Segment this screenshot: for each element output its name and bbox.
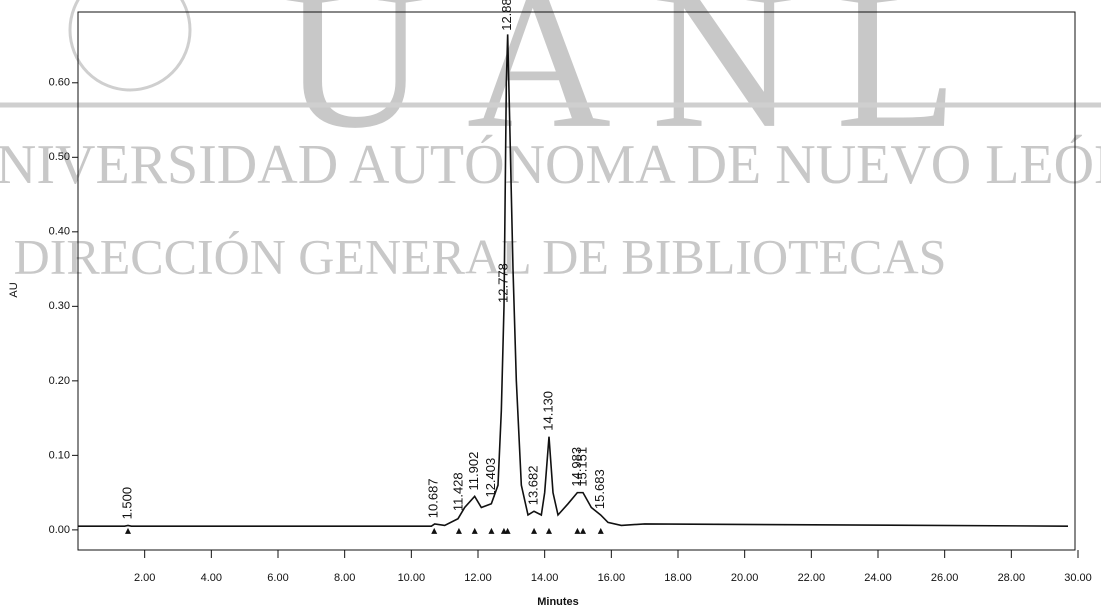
- watermark-line2: DIRECCIÓN GENERAL DE BIBLIOTECAS: [14, 228, 947, 284]
- watermark-seal: [68, 0, 192, 92]
- peak-marker: [431, 527, 438, 534]
- x-tick-label: 30.00: [1064, 572, 1092, 584]
- y-tick-label: 0.20: [49, 375, 70, 387]
- peak-marker: [597, 527, 604, 534]
- y-tick-label: 0.10: [49, 449, 70, 461]
- peak-label: 14.130: [540, 391, 555, 431]
- x-tick-label: 10.00: [398, 572, 426, 584]
- peak-marker: [531, 527, 538, 534]
- peak-label: 11.428: [450, 472, 465, 511]
- x-tick-label: 18.00: [664, 572, 692, 584]
- x-tick-label: 2.00: [134, 572, 155, 584]
- y-axis-title: AU: [8, 282, 20, 297]
- peak-marker: [488, 527, 495, 534]
- x-tick-label: 14.00: [531, 572, 559, 584]
- y-tick-label: 0.40: [49, 226, 70, 238]
- x-tick-label: 26.00: [931, 572, 959, 584]
- y-tick-label: 0.30: [49, 300, 70, 312]
- peak-marker: [574, 527, 581, 534]
- peak-label: 12.888: [499, 0, 514, 31]
- peak-label: 1.500: [119, 487, 134, 520]
- peak-label: 11.902: [466, 452, 481, 491]
- trace: [78, 34, 1069, 527]
- x-tick-label: 12.00: [464, 572, 492, 584]
- peak-marker: [580, 527, 587, 534]
- peak-marker: [546, 527, 552, 534]
- peak-marker: [504, 527, 511, 534]
- peak-label: 13.682: [526, 466, 541, 506]
- x-tick-label: 28.00: [998, 572, 1026, 584]
- peak-label: 14.983: [569, 447, 584, 487]
- peak-marker: [125, 527, 131, 534]
- x-axis-title: Minutes: [537, 596, 579, 608]
- x-tick-label: 16.00: [598, 572, 626, 584]
- watermark-line1: UNIVERSIDAD AUTÓNOMA DE NUEVO LEÓN: [0, 133, 1101, 196]
- peak-marker: [471, 527, 478, 534]
- x-tick-label: 8.00: [334, 572, 355, 584]
- x-tick-label: 4.00: [201, 572, 222, 584]
- peak-label: 12.778: [495, 263, 510, 303]
- x-tick-label: 22.00: [798, 572, 826, 584]
- peak-marker: [455, 527, 462, 534]
- x-tick-label: 24.00: [864, 572, 892, 584]
- plot-frame: [77, 11, 1076, 551]
- y-tick-label: 0.50: [49, 151, 70, 163]
- y-tick-label: 0.60: [49, 77, 70, 89]
- peak-label: 10.687: [426, 478, 441, 518]
- watermark-logo: UANL: [282, 0, 997, 170]
- peak-label: 15.151: [574, 447, 589, 487]
- peak-label: 15.683: [592, 469, 607, 509]
- x-tick-label: 20.00: [731, 572, 759, 584]
- y-tick-label: 0.00: [49, 524, 70, 536]
- peak-label: 12.403: [483, 458, 498, 498]
- x-tick-label: 6.00: [267, 572, 288, 584]
